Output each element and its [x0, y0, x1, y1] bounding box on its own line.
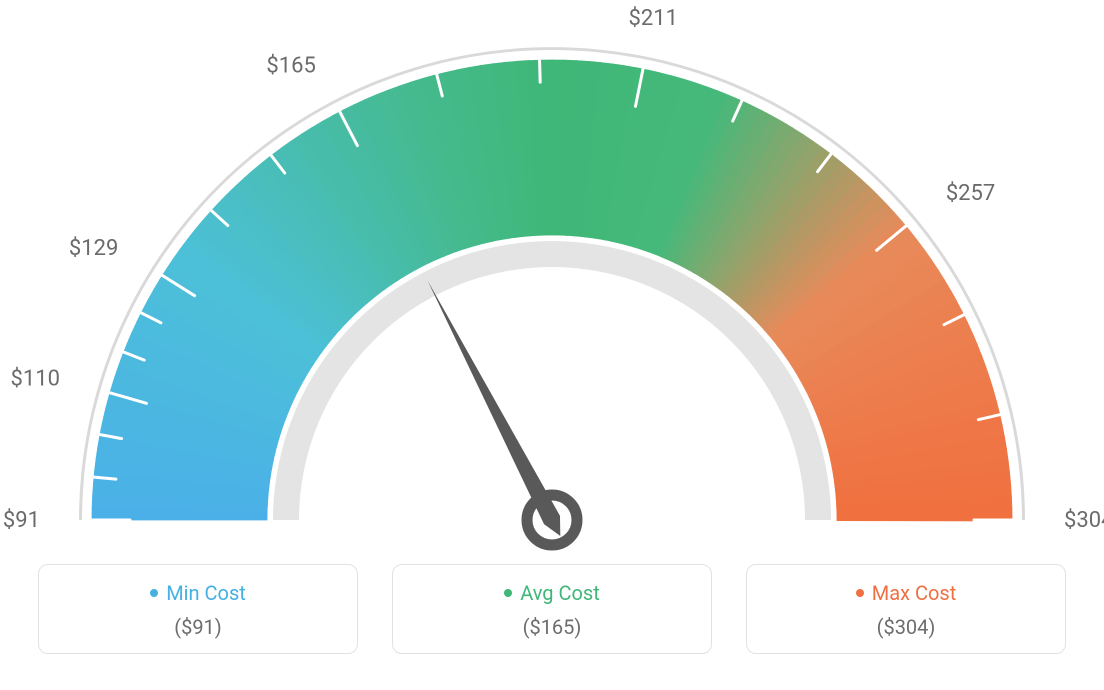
tick-label: $165 [266, 54, 315, 79]
legend-card-avg-cost: Avg Cost ($165) [392, 564, 712, 654]
legend-value: ($165) [393, 615, 711, 639]
tick-label: $91 [3, 508, 40, 533]
tick-label: $304 [1064, 508, 1104, 533]
legend-value: ($304) [747, 615, 1065, 639]
tick-label: $211 [629, 6, 678, 31]
gauge-arc [92, 60, 1012, 521]
legend-row: Min Cost ($91) Avg Cost ($165) Max Cost ($304… [0, 564, 1104, 654]
legend-title: Avg Cost [504, 581, 600, 605]
legend-title: Max Cost [856, 581, 957, 605]
legend-label: Max Cost [872, 581, 957, 605]
tick-label: $257 [946, 181, 995, 206]
gauge-svg: $91 $110 $129 $165 $211 $257 $304 [0, 0, 1104, 560]
gauge-chart: $91 $110 $129 $165 $211 $257 $304 [0, 0, 1104, 560]
legend-dot-icon [856, 589, 864, 597]
legend-label: Avg Cost [520, 581, 600, 605]
tick-label: $129 [69, 236, 118, 261]
legend-label: Min Cost [166, 581, 246, 605]
tick-label: $110 [11, 366, 60, 391]
legend-dot-icon [504, 589, 512, 597]
legend-value: ($91) [39, 615, 357, 639]
legend-card-min-cost: Min Cost ($91) [38, 564, 358, 654]
legend-card-max-cost: Max Cost ($304) [746, 564, 1066, 654]
legend-dot-icon [150, 589, 158, 597]
legend-title: Min Cost [150, 581, 246, 605]
